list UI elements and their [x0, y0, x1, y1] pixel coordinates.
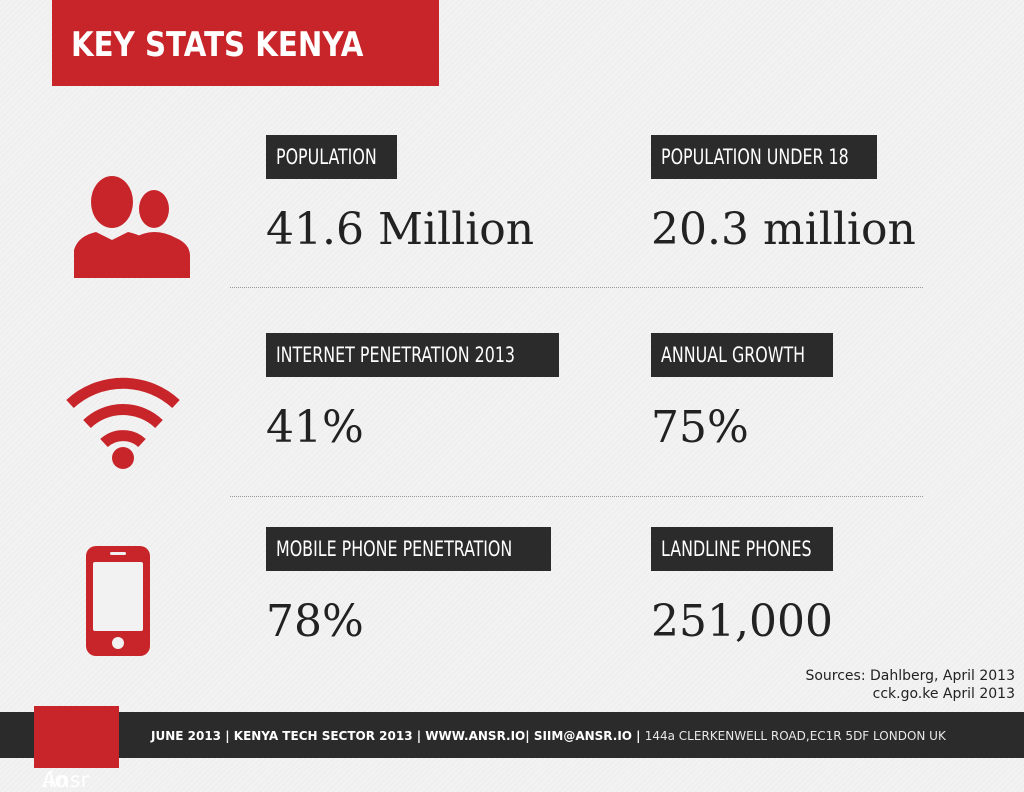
footer-address: 144a CLERKENWELL ROAD,EC1R 5DF LONDON UK: [644, 729, 946, 743]
footer-text: JUNE 2013 | KENYA TECH SECTOR 2013 | WWW…: [151, 729, 946, 743]
stat-value-landline-phones: 251,000: [651, 596, 833, 647]
stat-label-mobile-phone-penetration: MOBILE PHONE PENETRATION: [266, 527, 551, 571]
ansr-logo: Ansr .io: [34, 706, 119, 792]
stat-value-population-under-18: 20.3 million: [651, 204, 916, 255]
footer-info: JUNE 2013 | KENYA TECH SECTOR 2013 | WWW…: [151, 729, 645, 743]
stat-value-mobile-phone-penetration: 78%: [266, 596, 364, 647]
stat-label-landline-phones: LANDLINE PHONES: [651, 527, 833, 571]
stat-label-population-under-18: POPULATION UNDER 18: [651, 135, 877, 179]
sources-note: Sources: Dahlberg, April 2013 cck.go.ke …: [805, 667, 1015, 703]
page-title: KEY STATS KENYA: [71, 25, 364, 65]
title-banner: KEY STATS KENYA: [52, 0, 439, 86]
stat-label-annual-growth: ANNUAL GROWTH: [651, 333, 833, 377]
sources-line-2: cck.go.ke April 2013: [872, 686, 1015, 702]
row-divider: [230, 496, 923, 497]
stat-label-population: POPULATION: [266, 135, 397, 179]
stat-label-internet-penetration: INTERNET PENETRATION 2013: [266, 333, 559, 377]
stat-value-internet-penetration: 41%: [266, 402, 364, 453]
mobile-phone-icon: [86, 546, 150, 656]
wifi-icon: [66, 377, 180, 469]
row-divider: [230, 287, 923, 288]
footer-bar: [0, 712, 1024, 758]
logo-suffix: .io: [42, 768, 68, 792]
sources-line-1: Sources: Dahlberg, April 2013: [805, 668, 1015, 684]
people-icon: [74, 176, 190, 278]
stat-value-annual-growth: 75%: [651, 402, 749, 453]
stat-value-population: 41.6 Million: [266, 204, 535, 255]
